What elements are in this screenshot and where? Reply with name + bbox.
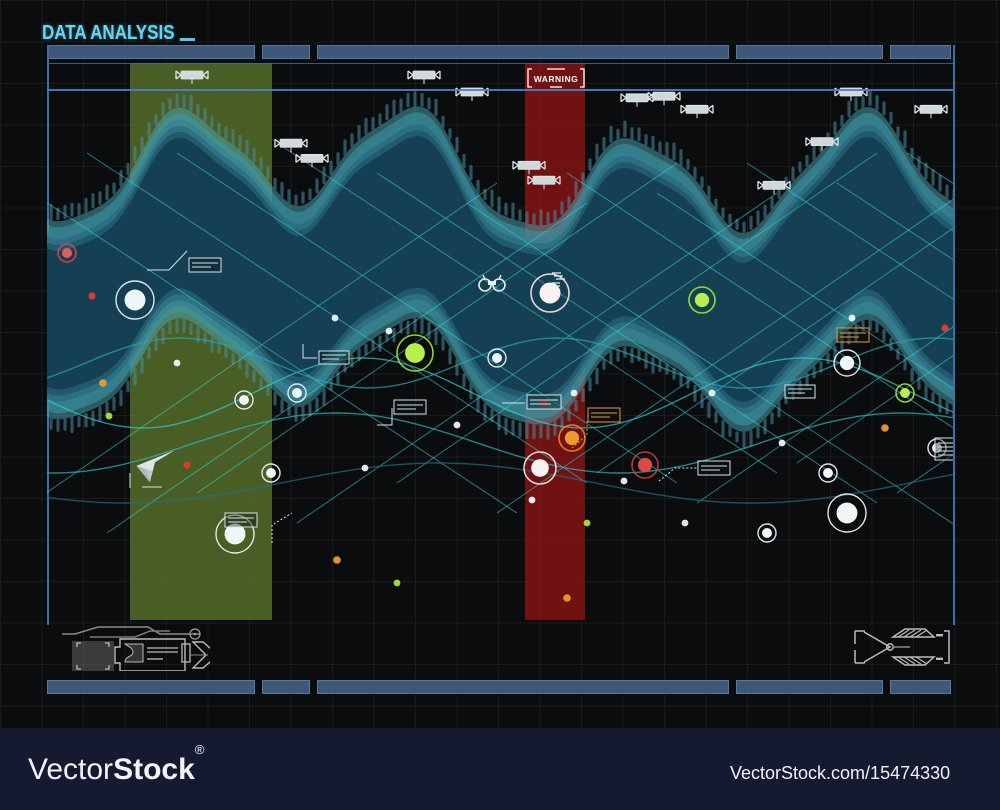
svg-text:WARNING: WARNING: [534, 74, 579, 84]
